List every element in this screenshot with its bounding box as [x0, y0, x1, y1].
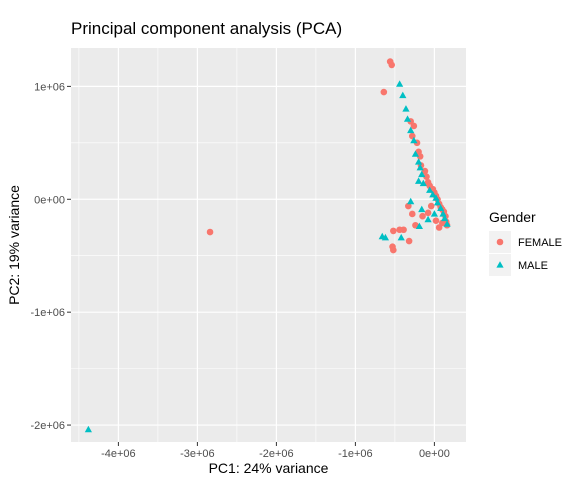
female-point: [423, 173, 430, 180]
x-tick-label: -4e+06: [101, 448, 136, 460]
y-tick-label: -2e+06: [30, 420, 65, 432]
male-point: [378, 232, 386, 240]
x-tick-label: -1e+06: [338, 448, 373, 460]
major-gridlines: [71, 48, 466, 442]
male-point: [443, 220, 451, 227]
male-point: [429, 190, 437, 198]
female-point: [419, 212, 426, 220]
legend-label-male: MALE: [518, 260, 548, 272]
x-axis-title: PC1: 24% variance: [209, 460, 329, 476]
female-point: [408, 210, 416, 218]
x-tick-label: -3e+06: [180, 448, 215, 460]
plot-panel: [71, 48, 466, 442]
male-point: [414, 158, 423, 165]
male-point: [414, 177, 423, 184]
female-point: [424, 209, 432, 217]
legend-glyph-male-mark: [496, 261, 504, 268]
axis-ticks: -4e+06 -3e+06 -2e+06 -1e+06 0e+00 1e+06 0e+00 -…: [30, 81, 449, 460]
female-point: [410, 122, 418, 130]
male-point: [403, 115, 412, 122]
male-point: [426, 186, 434, 193]
male-point: [424, 215, 432, 223]
female-point: [388, 61, 396, 69]
chart-title: Principal component analysis (PCA): [71, 19, 342, 38]
female-point: [405, 237, 413, 245]
female-point: [405, 202, 412, 210]
female-point: [380, 88, 388, 96]
female-point: [390, 246, 397, 254]
male-point: [396, 80, 404, 87]
legend-label-female: FEMALE: [518, 237, 562, 249]
male-point: [433, 198, 442, 206]
male-point: [430, 210, 439, 217]
male-point: [397, 233, 405, 241]
y-tick-label: 0e+00: [34, 194, 65, 206]
legend-glyph-female-mark: [496, 238, 504, 246]
male-point: [407, 126, 415, 134]
male-point: [418, 170, 426, 178]
male-point: [410, 136, 418, 144]
female-point: [206, 228, 214, 236]
male-point: [419, 179, 427, 187]
male-point: [84, 425, 92, 433]
male-point: [432, 194, 440, 201]
female-point: [432, 217, 440, 225]
legend-title: Gender: [489, 209, 536, 225]
legend-glyph-female: [496, 238, 504, 246]
y-axis-title: PC2: 19% variance: [6, 185, 22, 305]
legend: Gender FEMALE MALE: [489, 209, 562, 276]
male-point: [439, 210, 447, 217]
legend-glyph-male: [496, 261, 504, 268]
female-point: [416, 153, 424, 160]
male-point: [399, 91, 407, 99]
male-point: [416, 163, 424, 171]
data-points: [84, 58, 451, 433]
male-point: [407, 197, 415, 205]
male-point: [411, 150, 420, 157]
y-tick-label: -1e+06: [30, 307, 65, 319]
male-point: [418, 205, 426, 213]
x-tick-label: -2e+06: [259, 448, 294, 460]
y-tick-label: 1e+06: [34, 81, 65, 93]
minor-gridlines: [71, 48, 466, 442]
male-point: [415, 222, 423, 230]
female-point: [435, 224, 443, 231]
female-point: [390, 227, 397, 235]
female-point: [427, 202, 435, 210]
male-point: [437, 204, 445, 211]
x-tick-label: 0e+00: [419, 448, 450, 460]
male-point: [441, 214, 449, 222]
male-point: [402, 105, 410, 112]
female-point: [396, 226, 403, 234]
